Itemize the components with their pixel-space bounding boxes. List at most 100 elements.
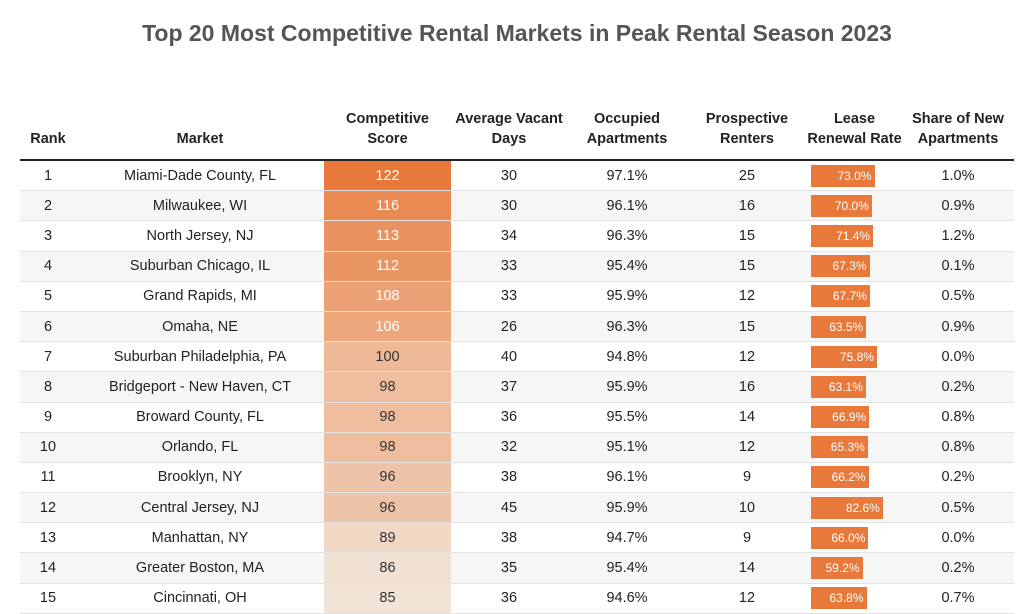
share-new-apartments-cell: 0.2% [902, 371, 1014, 403]
renewal-bar: 59.2% [811, 557, 863, 580]
competitive-score-cell: 116 [324, 190, 451, 222]
rank-cell: 12 [20, 492, 76, 524]
table-row: 9 Broward County, FL 98 36 95.5% 14 66.9% 0.8% [20, 402, 1014, 433]
market-cell: Cincinnati, OH [76, 583, 324, 614]
lease-renewal-cell: 63.8% [807, 583, 902, 614]
renewal-bar: 82.6% [811, 496, 883, 519]
renewal-bar-track: 65.3% [811, 436, 898, 459]
occupied-apartments-cell: 95.4% [567, 552, 687, 584]
vacant-days-cell: 37 [451, 371, 567, 403]
occupied-apartments-cell: 95.4% [567, 251, 687, 282]
lease-renewal-cell: 70.0% [807, 190, 902, 222]
competitive-score-cell: 112 [324, 251, 451, 282]
vacant-days-cell: 35 [451, 552, 567, 584]
competitive-score-cell: 113 [324, 220, 451, 252]
rank-cell: 6 [20, 311, 76, 343]
table-row: 3 North Jersey, NJ 113 34 96.3% 15 71.4% 1.2% [20, 220, 1014, 252]
table-row: 13 Manhattan, NY 89 38 94.7% 9 66.0% 0.0% [20, 522, 1014, 554]
lease-renewal-cell: 67.3% [807, 251, 902, 282]
table-row: 1 Miami-Dade County, FL 122 30 97.1% 25 73.0% 1… [20, 160, 1014, 192]
share-new-apartments-cell: 0.0% [902, 341, 1014, 373]
renewal-bar-track: 70.0% [811, 194, 898, 217]
renewal-bar-track: 63.5% [811, 315, 898, 338]
prospective-renters-cell: 14 [687, 552, 807, 584]
lease-renewal-cell: 63.1% [807, 371, 902, 403]
share-new-apartments-cell: 1.0% [902, 160, 1014, 192]
occupied-apartments-cell: 97.1% [567, 160, 687, 192]
share-new-apartments-cell: 0.7% [902, 583, 1014, 614]
prospective-renters-cell: 12 [687, 281, 807, 312]
table-row: 7 Suburban Philadelphia, PA 100 40 94.8% 12 75… [20, 341, 1014, 373]
vacant-days-cell: 36 [451, 583, 567, 614]
lease-renewal-cell: 66.9% [807, 402, 902, 433]
table-row: 14 Greater Boston, MA 86 35 95.4% 14 59.2% 0.2% [20, 552, 1014, 584]
market-cell: Miami-Dade County, FL [76, 160, 324, 192]
lease-renewal-cell: 65.3% [807, 432, 902, 463]
vacant-days-cell: 30 [451, 160, 567, 192]
occupied-apartments-cell: 95.5% [567, 402, 687, 433]
market-cell: Suburban Philadelphia, PA [76, 341, 324, 373]
renewal-bar: 63.1% [811, 375, 866, 398]
table-row: 5 Grand Rapids, MI 108 33 95.9% 12 67.7% 0.5% [20, 281, 1014, 312]
competitive-score-cell: 106 [324, 311, 451, 343]
renewal-bar-track: 66.2% [811, 466, 898, 489]
occupied-apartments-cell: 96.1% [567, 462, 687, 494]
share-new-apartments-cell: 0.8% [902, 402, 1014, 433]
renewal-bar-track: 73.0% [811, 164, 898, 187]
renewal-bar: 70.0% [811, 194, 872, 217]
rental-markets-table: Rank Market Competitive Score Average Va… [20, 82, 1014, 614]
occupied-apartments-cell: 95.9% [567, 371, 687, 403]
prospective-renters-cell: 15 [687, 311, 807, 343]
rank-cell: 3 [20, 220, 76, 252]
share-new-apartments-cell: 0.2% [902, 462, 1014, 494]
vacant-days-cell: 26 [451, 311, 567, 343]
competitive-score-cell: 98 [324, 371, 451, 403]
rank-cell: 15 [20, 583, 76, 614]
lease-renewal-cell: 63.5% [807, 311, 902, 343]
header-average-vacant-days: Average Vacant Days [451, 82, 567, 161]
occupied-apartments-cell: 96.3% [567, 311, 687, 343]
lease-renewal-cell: 75.8% [807, 341, 902, 373]
rank-cell: 7 [20, 341, 76, 373]
renewal-bar: 63.8% [811, 587, 867, 610]
share-new-apartments-cell: 0.9% [902, 190, 1014, 222]
renewal-bar: 66.9% [811, 406, 870, 429]
renewal-bar: 71.4% [811, 224, 874, 247]
competitive-score-cell: 100 [324, 341, 451, 373]
rank-cell: 11 [20, 462, 76, 494]
prospective-renters-cell: 16 [687, 190, 807, 222]
rank-cell: 2 [20, 190, 76, 222]
renewal-bar-track: 71.4% [811, 224, 898, 247]
prospective-renters-cell: 14 [687, 402, 807, 433]
header-market: Market [76, 82, 324, 161]
prospective-renters-cell: 10 [687, 492, 807, 524]
renewal-bar: 67.3% [811, 255, 870, 278]
renewal-bar: 66.2% [811, 466, 869, 489]
market-cell: Milwaukee, WI [76, 190, 324, 222]
rank-cell: 14 [20, 552, 76, 584]
table-body: 1 Miami-Dade County, FL 122 30 97.1% 25 73.0% 1… [20, 160, 1014, 614]
renewal-bar-track: 82.6% [811, 496, 898, 519]
header-share-of-new-apartments: Share of New Apartments [902, 82, 1014, 161]
lease-renewal-cell: 71.4% [807, 220, 902, 252]
vacant-days-cell: 38 [451, 462, 567, 494]
market-cell: Suburban Chicago, IL [76, 251, 324, 282]
vacant-days-cell: 32 [451, 432, 567, 463]
market-cell: Orlando, FL [76, 432, 324, 463]
share-new-apartments-cell: 0.8% [902, 432, 1014, 463]
share-new-apartments-cell: 0.0% [902, 522, 1014, 554]
lease-renewal-cell: 73.0% [807, 160, 902, 192]
market-cell: Central Jersey, NJ [76, 492, 324, 524]
table-row: 2 Milwaukee, WI 116 30 96.1% 16 70.0% 0.9% [20, 190, 1014, 222]
share-new-apartments-cell: 0.9% [902, 311, 1014, 343]
renewal-bar-track: 63.1% [811, 375, 898, 398]
vacant-days-cell: 36 [451, 402, 567, 433]
table-row: 4 Suburban Chicago, IL 112 33 95.4% 15 67.3% 0.… [20, 251, 1014, 282]
competitive-score-cell: 96 [324, 492, 451, 524]
competitive-score-cell: 98 [324, 402, 451, 433]
renewal-bar: 63.5% [811, 315, 867, 338]
market-cell: Broward County, FL [76, 402, 324, 433]
header-row: Rank Market Competitive Score Average Va… [20, 82, 1014, 161]
market-cell: Grand Rapids, MI [76, 281, 324, 312]
lease-renewal-cell: 66.0% [807, 522, 902, 554]
